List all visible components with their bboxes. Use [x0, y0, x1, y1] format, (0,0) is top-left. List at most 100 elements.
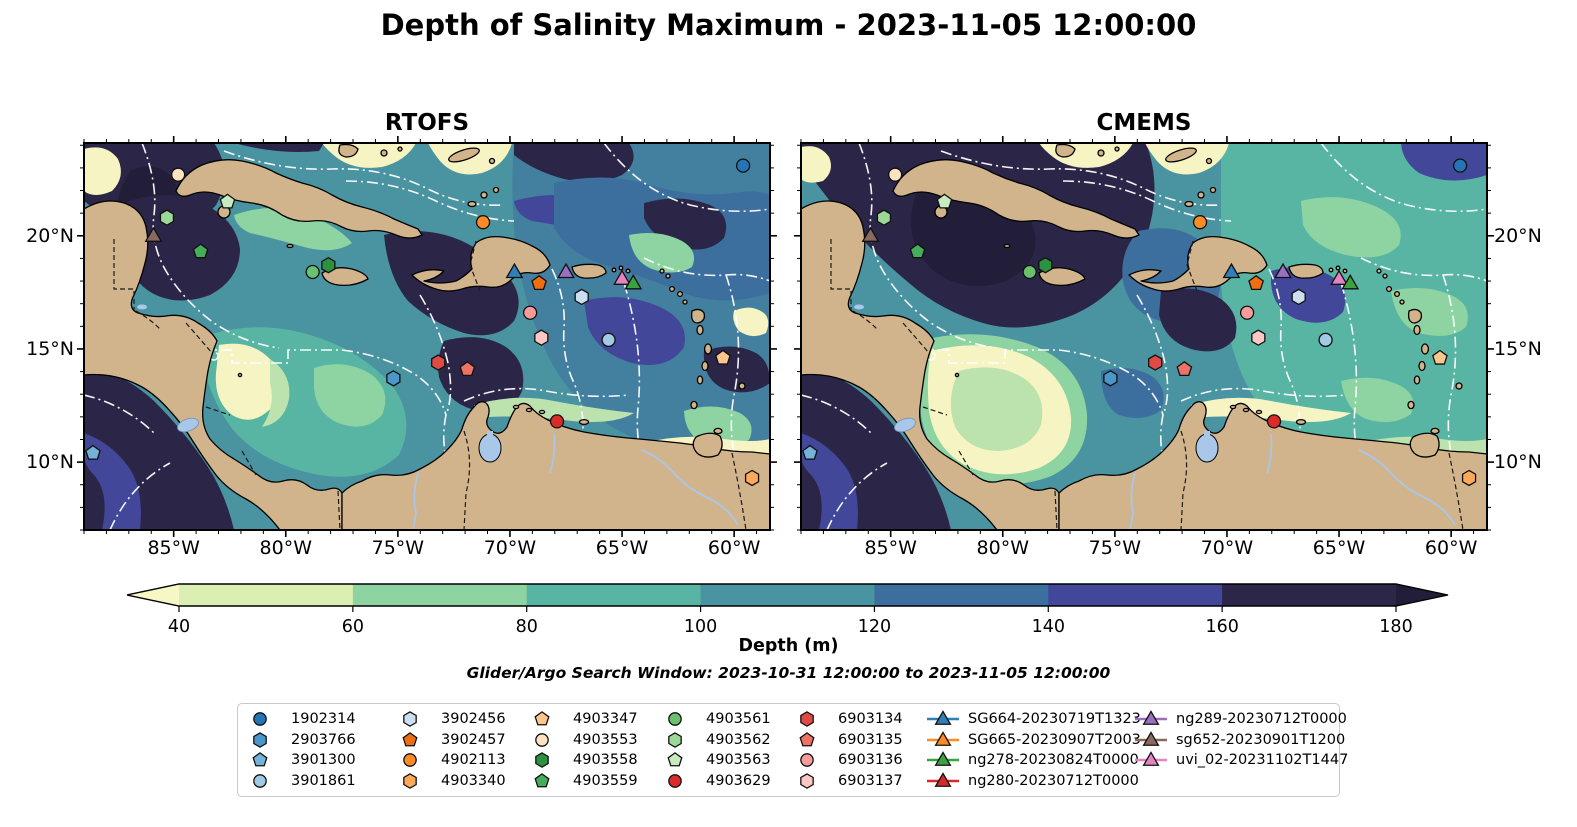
legend-label: 3902457: [441, 731, 506, 748]
panel-title-cmems: CMEMS: [1096, 110, 1192, 136]
legend-item-4903561: 4903561: [663, 710, 795, 728]
legend-item-4902113: 4902113: [398, 751, 530, 769]
colorbar-tick-label: 80: [516, 617, 538, 637]
legend-item-2903766: 2903766: [248, 731, 398, 749]
legend-label: 6903135: [838, 731, 903, 748]
legend-label: ng280-20230712T0000: [968, 772, 1139, 789]
marker-6903135: [1176, 361, 1193, 377]
marker-4903562: [159, 209, 175, 226]
marker-3902457: [1248, 275, 1264, 291]
legend-label: 4902113: [441, 752, 506, 769]
pentagon-marker-icon: [534, 711, 550, 726]
circle-marker-icon: [668, 773, 682, 788]
marker-4903559: [909, 243, 926, 259]
marker-3902457: [531, 275, 547, 291]
marker-4903553: [888, 167, 903, 182]
marker-3901861: [601, 332, 616, 348]
colorbar-tick-label: 120: [858, 617, 891, 637]
legend-label: sg652-20230901T1200: [1176, 731, 1346, 748]
marker-ng278-20230824T0000: [1341, 274, 1360, 290]
marker-SG664-20230719T1323: [505, 262, 524, 279]
lon-tick-label: 85°W: [864, 537, 917, 559]
legend-label: ng289-20230712T0000: [1176, 711, 1347, 728]
marker-4902113: [475, 215, 491, 230]
marker-4903562: [876, 209, 892, 226]
pentagon-marker-icon: [799, 731, 815, 747]
legend-label: 4903553: [573, 731, 638, 748]
legend-item-1902314: 1902314: [248, 710, 398, 728]
pentagon-marker-icon: [534, 772, 550, 788]
legend-item-SG665-20230907T2003: SG665-20230907T2003: [925, 730, 1141, 749]
legend-label: 3901861: [291, 772, 356, 789]
lon-tick-label: 70°W: [1200, 537, 1254, 559]
glider-track-icon: [927, 710, 959, 726]
legend-item-3902456: 3902456: [398, 710, 530, 728]
legend-item-4903340: 4903340: [398, 772, 530, 790]
legend-item-4903553: 4903553: [530, 731, 663, 749]
map-panel-rtofs: [76, 135, 778, 538]
figure-title: Depth of Salinity Maximum - 2023-11-05 1…: [380, 8, 1197, 42]
marker-ng289-20230712T0000: [1274, 262, 1292, 279]
hexagon-marker-icon: [535, 752, 549, 769]
lon-tick-label: 80°W: [259, 537, 312, 559]
marker-3902456: [1291, 288, 1306, 306]
marker-uvi_02-20231102T1447: [1330, 269, 1348, 285]
pentagon-marker-icon: [667, 752, 683, 767]
map-panel-cmems: [793, 135, 1495, 538]
marker-4903340: [1461, 469, 1477, 487]
circle-marker-icon: [253, 712, 267, 727]
colorbar-tick-label: 60: [342, 617, 364, 637]
marker-3901861: [1318, 332, 1333, 348]
glider-track-icon: [927, 771, 959, 787]
marker-6903137: [1251, 329, 1266, 346]
legend-label: 4903629: [706, 772, 771, 789]
legend-item-4903347: 4903347: [530, 710, 663, 728]
pentagon-marker-icon: [402, 731, 418, 747]
marker-4903347: [715, 349, 731, 365]
hexagon-marker-icon: [253, 731, 267, 748]
hexagon-marker-icon: [800, 711, 814, 728]
colorbar-tick-label: 100: [684, 617, 717, 637]
marker-4903629: [549, 414, 565, 429]
legend-label: uvi_02-20231102T1447: [1176, 752, 1349, 769]
hexagon-marker-icon: [403, 772, 417, 789]
lon-tick-label: 80°W: [976, 537, 1029, 559]
marker-4903563: [936, 193, 953, 209]
lon-tick-label: 70°W: [483, 537, 537, 559]
marker-4903561: [305, 264, 320, 280]
marker-4903347: [1432, 349, 1448, 365]
legend-label: 3901300: [291, 752, 356, 769]
legend-label: 4903347: [573, 711, 638, 728]
lon-tick-label: 60°W: [707, 537, 761, 559]
legend-item-3901300: 3901300: [248, 751, 398, 769]
marker-6903134: [431, 354, 446, 371]
legend-item-4903563: 4903563: [663, 751, 795, 769]
legend-item-6903134: 6903134: [795, 710, 925, 728]
legend-item-ng278-20230824T0000: ng278-20230824T0000: [925, 751, 1139, 769]
circle-marker-icon: [403, 753, 417, 768]
circle-marker-icon: [535, 732, 549, 747]
legend-label: SG664-20230719T1323: [968, 711, 1141, 728]
glider-track-icon: [1135, 730, 1167, 746]
marker-1902314: [1452, 158, 1468, 173]
legend-item-ng280-20230712T0000: ng280-20230712T0000: [925, 771, 1139, 790]
lon-tick-label: 65°W: [595, 537, 649, 559]
marker-6903134: [1148, 354, 1163, 371]
lon-tick-label: 75°W: [371, 537, 425, 559]
lon-tick-label: 60°W: [1424, 537, 1478, 559]
hexagon-marker-icon: [800, 772, 814, 789]
marker-6903136: [522, 305, 538, 320]
marker-ng278-20230824T0000: [624, 274, 643, 290]
marker-6903137: [534, 329, 549, 346]
legend-item-6903136: 6903136: [795, 751, 925, 769]
marker-6903136: [1239, 305, 1255, 320]
legend-item-4903562: 4903562: [663, 731, 795, 749]
hexagon-marker-icon: [668, 731, 682, 748]
legend-label: 1902314: [291, 711, 356, 728]
platform-markers-cmems: [802, 158, 1477, 487]
legend-item-SG664-20230719T1323: SG664-20230719T1323: [925, 710, 1141, 728]
marker-SG664-20230719T1323: [1222, 262, 1241, 279]
marker-4903563: [219, 193, 236, 209]
panel-title-rtofs: RTOFS: [384, 110, 470, 136]
